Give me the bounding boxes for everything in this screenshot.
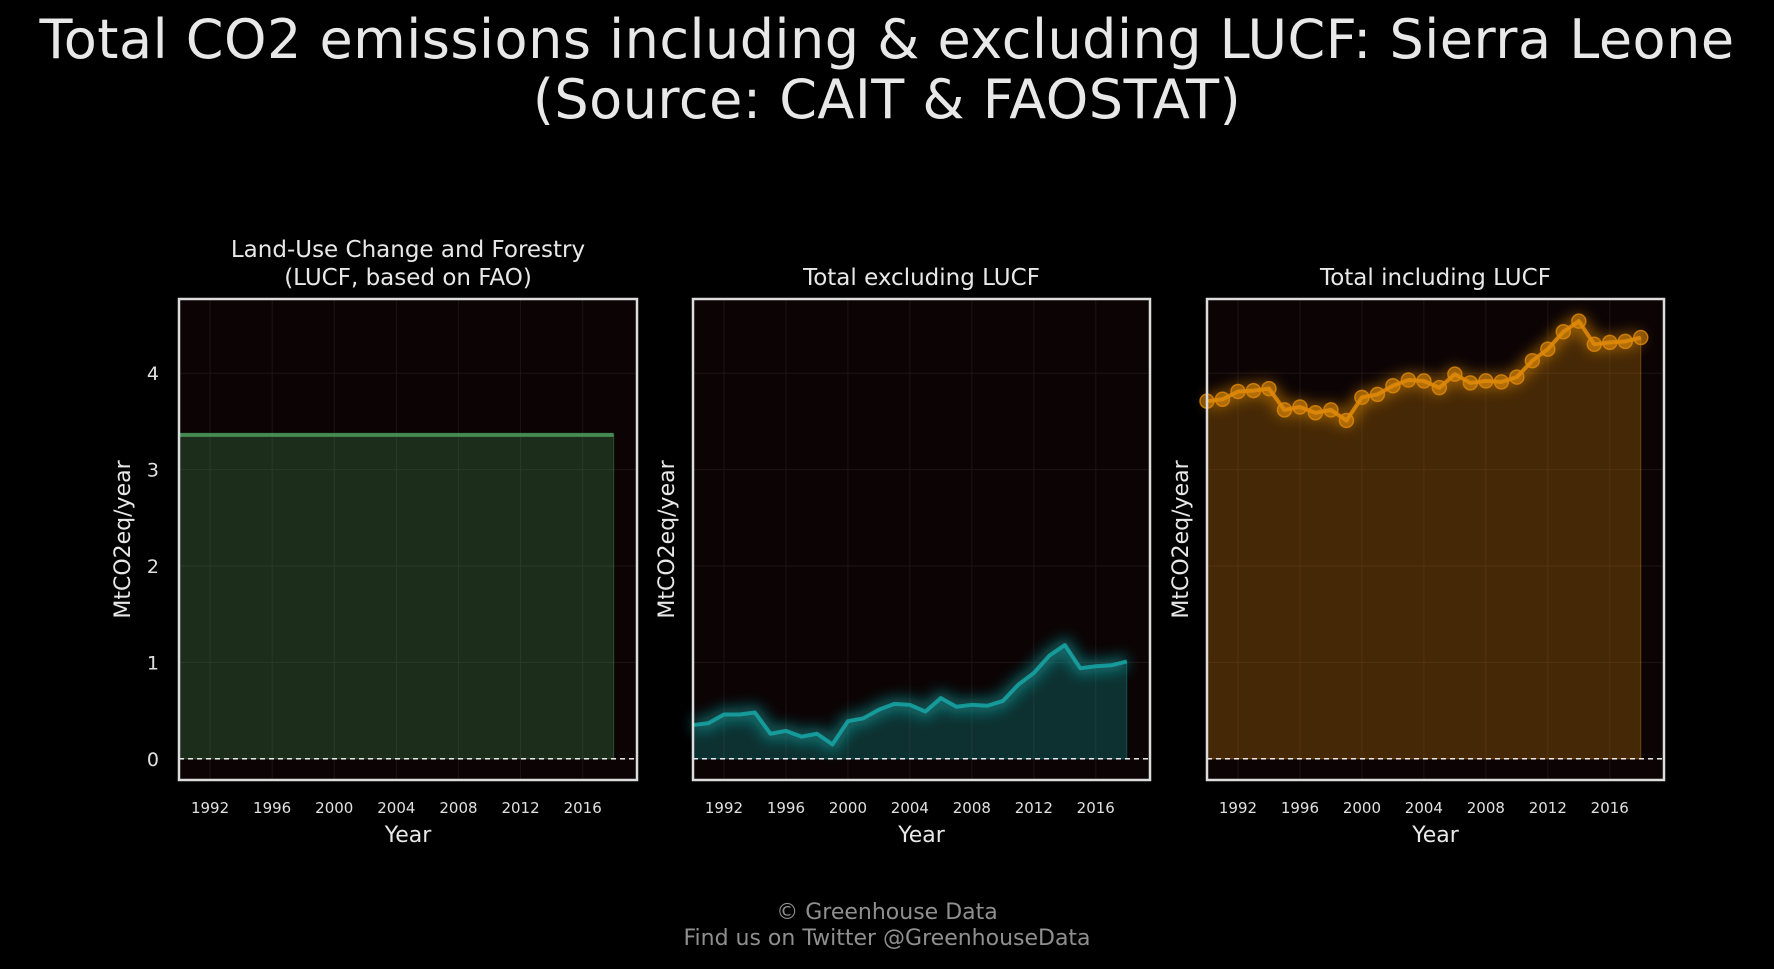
x-tick-label: 1996 (1281, 799, 1319, 817)
data-point (1323, 402, 1339, 418)
data-point (1509, 369, 1525, 385)
x-tick-label: 2000 (315, 799, 353, 817)
x-tick-label: 2004 (377, 799, 415, 817)
x-tick-label: 2012 (1015, 799, 1053, 817)
x-tick-label: 2000 (1343, 799, 1381, 817)
data-point (1540, 341, 1556, 357)
data-point (1447, 366, 1463, 382)
y-tick-label: 1 (147, 652, 159, 674)
y-tick-label: 0 (147, 749, 159, 771)
y-axis-label: MtCO2eq/year (1169, 459, 1194, 618)
data-point (1586, 336, 1603, 353)
data-point (1245, 382, 1262, 399)
x-tick-label: 1996 (767, 799, 805, 817)
series-line (692, 643, 1128, 747)
data-point (1633, 329, 1649, 346)
panel-title-line: Land-Use Change and Forestry (231, 237, 585, 263)
panel-frame (177, 297, 639, 782)
panel-frame (1205, 297, 1666, 782)
x-tick-label: 2008 (1467, 799, 1505, 817)
data-point (1416, 373, 1432, 389)
x-axis-label: Year (384, 823, 433, 848)
data-point (1571, 313, 1587, 329)
data-point (1555, 324, 1572, 340)
data-point (1307, 404, 1324, 421)
panel-title-line: (LUCF, based on FAO) (284, 265, 532, 291)
x-tick-label: 2012 (501, 799, 539, 817)
x-tick-label: 1996 (253, 799, 291, 817)
panel-3: 1992 1996 2000 2004 2008 2012 2016 Year MtCO2eq/… (1169, 265, 1666, 848)
main-title-line-1: Total CO2 emissions including & excludin… (39, 8, 1735, 71)
data-point (1369, 386, 1386, 403)
data-point (1602, 334, 1618, 351)
data-point (1385, 378, 1401, 394)
y-tick-label: 3 (147, 460, 159, 482)
data-point (1214, 391, 1231, 407)
x-tick-label: 2016 (564, 799, 602, 817)
data-point (1524, 352, 1541, 369)
data-point (1493, 374, 1510, 390)
data-point (1292, 399, 1308, 415)
data-point (1431, 379, 1448, 396)
credit-twitter: Find us on Twitter @GreenhouseData (683, 926, 1091, 951)
y-tick-label: 4 (147, 363, 159, 385)
x-axis-label: Year (1411, 823, 1460, 848)
x-tick-label: 2008 (439, 799, 477, 817)
data-point (1354, 389, 1370, 406)
x-tick-label: 2004 (891, 799, 929, 817)
data-point (1462, 375, 1479, 391)
x-tick-label: 1992 (191, 799, 229, 817)
x-tick-label: 2000 (829, 799, 867, 817)
panel-title-line: Total excluding LUCF (802, 265, 1040, 291)
x-tick-label: 2004 (1405, 799, 1443, 817)
panel-frame (691, 297, 1152, 782)
plot-area (179, 299, 637, 780)
x-tick-label: 2012 (1529, 799, 1567, 817)
x-tick-label: 1992 (1219, 799, 1257, 817)
x-axis-label: Year (897, 823, 946, 848)
plot-area (693, 299, 1150, 780)
main-title-line-2: (Source: CAIT & FAOSTAT) (532, 68, 1242, 131)
data-point (1400, 372, 1417, 388)
data-point (1338, 412, 1355, 429)
series-area (178, 434, 615, 760)
panel-title-line: Total including LUCF (1319, 265, 1551, 291)
y-tick-label: 2 (147, 556, 159, 578)
y-axis-label: MtCO2eq/year (655, 459, 680, 618)
x-tick-label: 1992 (705, 799, 743, 817)
data-point (1230, 383, 1246, 400)
data-point (1617, 333, 1634, 350)
x-tick-label: 2016 (1591, 799, 1629, 817)
data-point (1276, 402, 1293, 418)
panel-2: 1992 1996 2000 2004 2008 2012 2016 Year MtCO2eq/… (655, 265, 1152, 848)
data-point (1478, 373, 1494, 389)
x-tick-label: 2008 (953, 799, 991, 817)
credit-copyright: © Greenhouse Data (776, 900, 998, 925)
panel-1: 1992 1996 2000 2004 2008 2012 2016 0 1 2 3 4 Year MtC… (111, 237, 639, 848)
data-point (1261, 380, 1277, 397)
x-tick-label: 2016 (1077, 799, 1115, 817)
y-axis-label: MtCO2eq/year (111, 459, 136, 618)
